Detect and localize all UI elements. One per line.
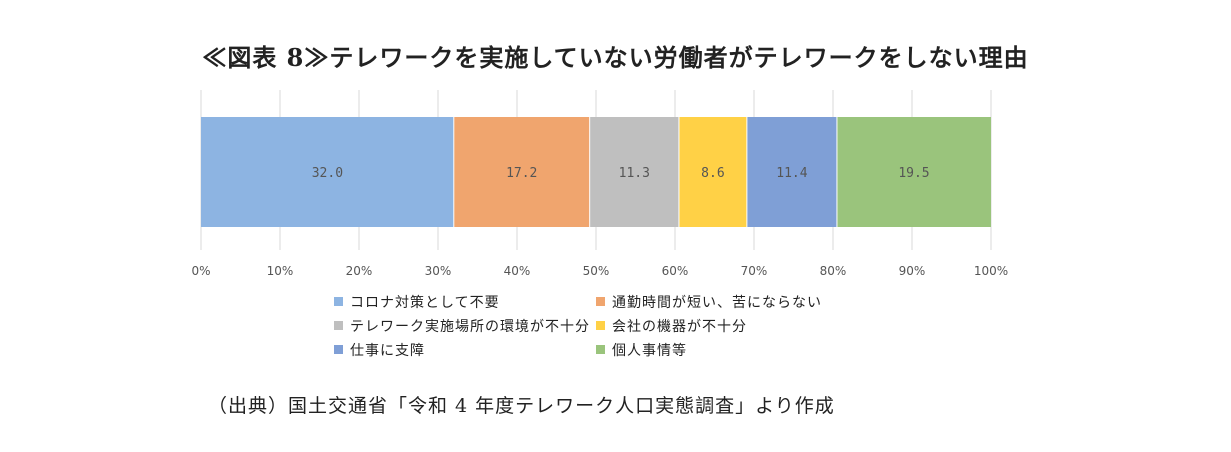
data-label: 32.0 <box>312 166 343 181</box>
legend-item-personal: 個人事情等 <box>596 340 866 359</box>
legend-swatch <box>596 345 605 354</box>
legend-swatch <box>596 297 605 306</box>
x-tick-label: 60% <box>662 264 689 278</box>
source-note: （出典）国土交通省「令和 4 年度テレワーク人口実態調査」より作成 <box>208 395 835 417</box>
data-label: 19.5 <box>898 166 929 181</box>
data-label: 8.6 <box>701 166 724 181</box>
legend-label: テレワーク実施場所の環境が不十分 <box>350 318 590 335</box>
legend-label: 仕事に支障 <box>350 342 425 359</box>
chart-title: ≪図表 8≫テレワークを実施していない労働者がテレワークをしない理由 <box>202 43 1029 72</box>
legend-label: 会社の機器が不十分 <box>612 318 747 335</box>
bar-segment <box>746 117 837 227</box>
legend-swatch <box>596 321 605 330</box>
legend-item-equipment: 会社の機器が不十分 <box>596 316 866 335</box>
x-tick-label: 100% <box>974 264 1008 278</box>
bar-segment <box>453 117 590 227</box>
bar-segment <box>678 117 747 227</box>
data-label: 11.3 <box>619 166 650 181</box>
legend-item-work-hindrance: 仕事に支障 <box>334 340 596 359</box>
legend-item-environment: テレワーク実施場所の環境が不十分 <box>334 316 596 335</box>
x-tick-label: 10% <box>267 264 294 278</box>
data-label: 17.2 <box>506 166 537 181</box>
x-tick-label: 40% <box>504 264 531 278</box>
x-tick-label: 20% <box>346 264 373 278</box>
x-tick-label: 70% <box>741 264 768 278</box>
legend-label: コロナ対策として不要 <box>350 294 500 311</box>
legend: コロナ対策として不要 通勤時間が短い、苦にならない テレワーク実施場所の環境が不… <box>334 292 894 359</box>
x-tick-label: 30% <box>425 264 452 278</box>
x-tick-label: 50% <box>583 264 610 278</box>
bar-segment <box>589 117 679 227</box>
legend-label: 個人事情等 <box>612 342 687 359</box>
legend-item-commute: 通勤時間が短い、苦にならない <box>596 292 866 311</box>
bar-segment <box>836 117 991 227</box>
data-label: 11.4 <box>776 166 807 181</box>
bar-segment <box>201 117 454 227</box>
legend-swatch <box>334 321 343 330</box>
x-tick-label: 90% <box>899 264 926 278</box>
legend-item-corona: コロナ対策として不要 <box>334 292 596 311</box>
x-tick-label: 0% <box>191 264 210 278</box>
legend-label: 通勤時間が短い、苦にならない <box>612 294 822 311</box>
legend-swatch <box>334 345 343 354</box>
legend-swatch <box>334 297 343 306</box>
x-tick-label: 80% <box>820 264 847 278</box>
